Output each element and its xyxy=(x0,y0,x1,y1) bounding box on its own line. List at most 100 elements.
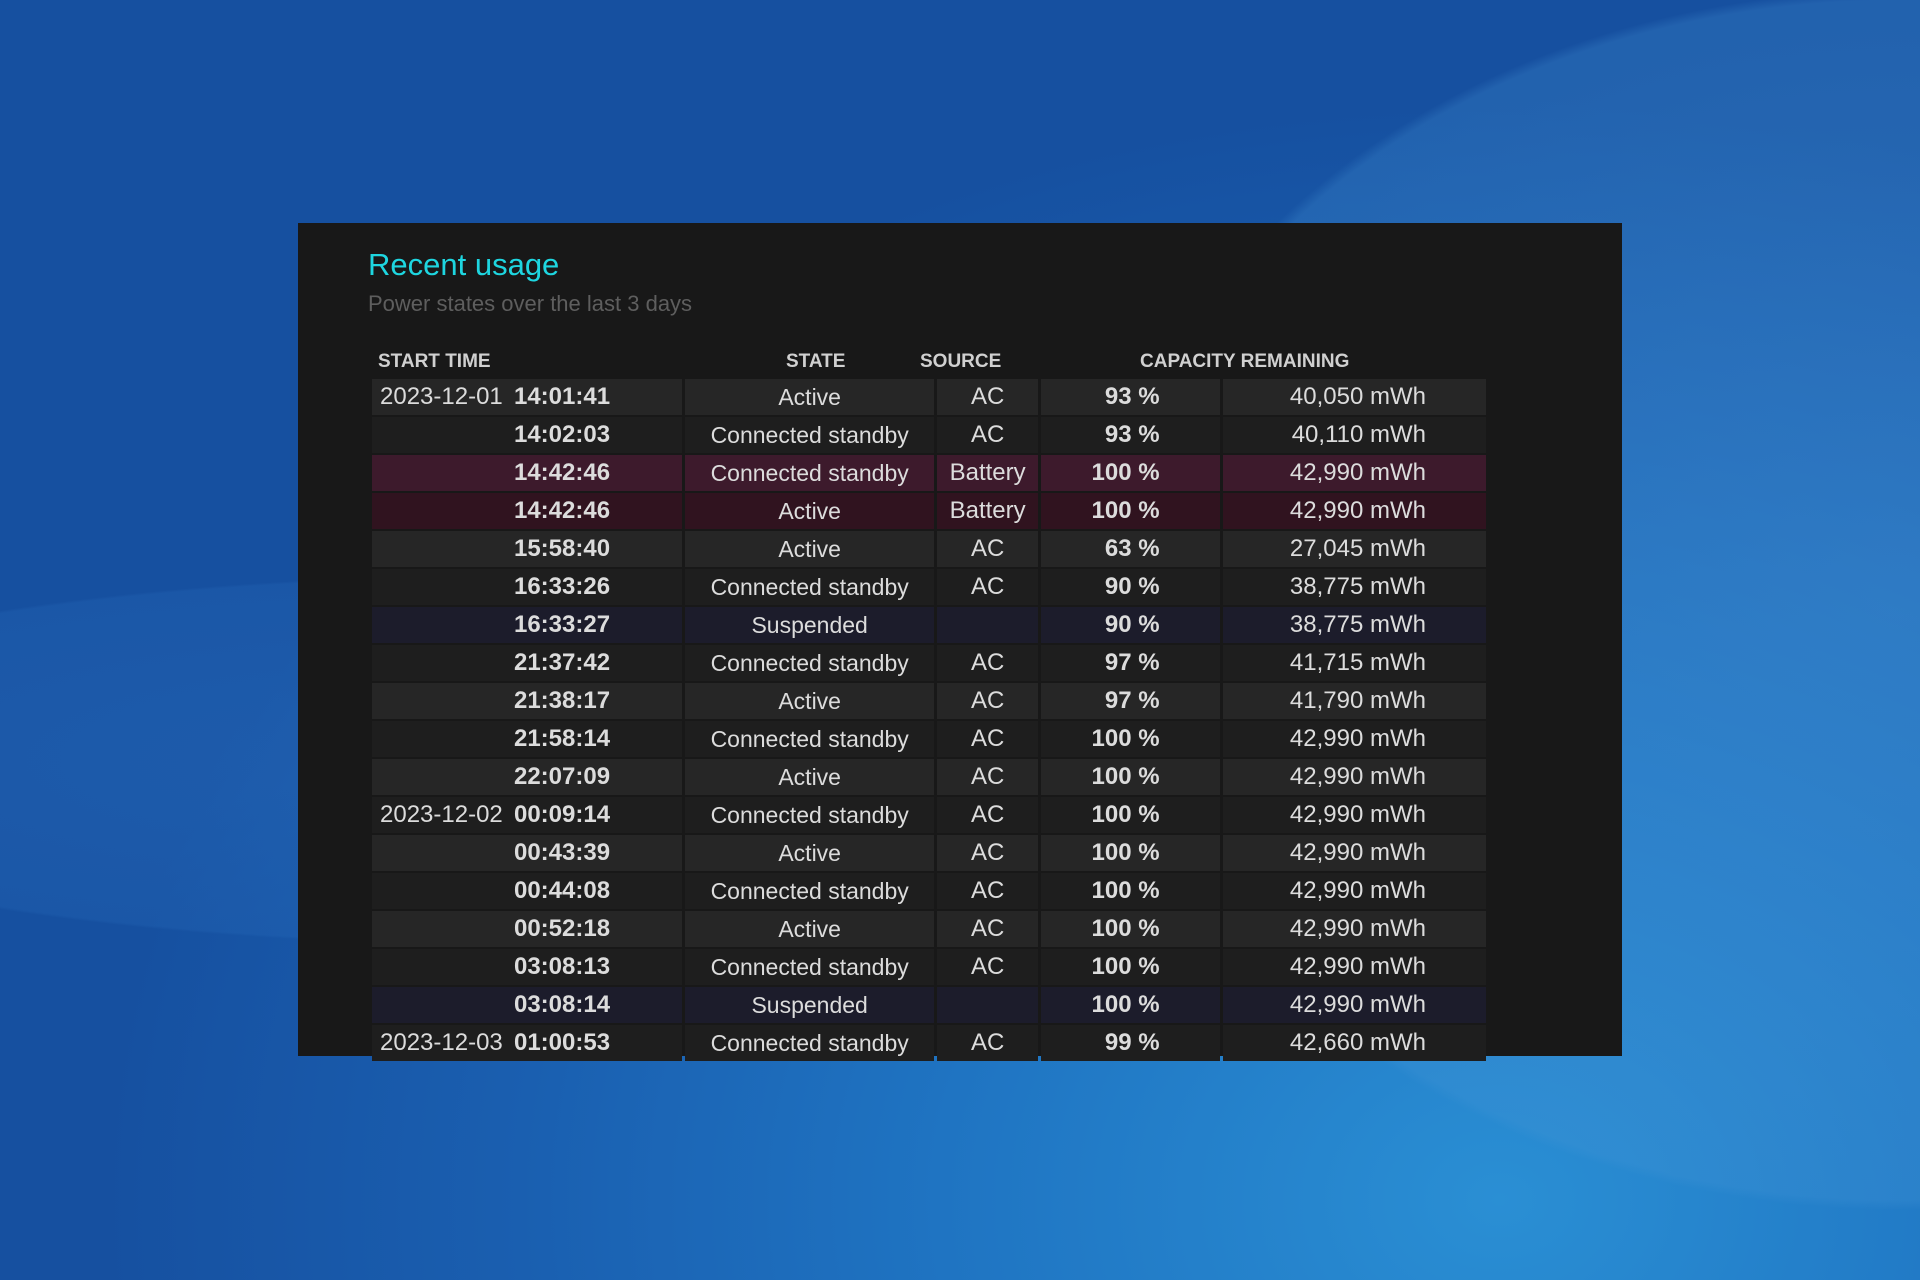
table-row: 00:43:39 Active AC 100 % 42,990 mWh xyxy=(372,835,1486,871)
source-cell xyxy=(937,987,1038,1023)
capacity-cell: 40,110 mWh xyxy=(1222,417,1486,453)
time: 21:38:17 xyxy=(513,687,611,714)
date: 2023-12-01 xyxy=(380,383,503,410)
capacity-cell: 42,990 mWh xyxy=(1222,797,1486,833)
table-row: 2023-12-01 14:01:41 Active AC 93 % 40,050 mWh xyxy=(372,379,1486,415)
time: 16:33:27 xyxy=(513,611,611,638)
table-row: 21:38:17 Active AC 97 % 41,790 mWh xyxy=(372,683,1486,719)
state-cell: Active xyxy=(685,531,935,567)
time: 00:52:18 xyxy=(513,915,611,942)
source-cell: AC xyxy=(937,645,1038,681)
state-cell: Connected standby xyxy=(685,949,935,985)
percent-cell: 100 % xyxy=(1040,949,1220,985)
time: 01:00:53 xyxy=(513,1029,611,1056)
capacity-cell: 42,990 mWh xyxy=(1222,949,1486,985)
table-row: 2023-12-03 01:00:53 Connected standby AC 99 … xyxy=(372,1025,1486,1061)
capacity-cell: 40,050 mWh xyxy=(1222,379,1486,415)
start-time-cell: 00:43:39 xyxy=(372,835,683,871)
section-subtitle: Power states over the last 3 days xyxy=(368,291,693,316)
source-cell: AC xyxy=(937,531,1038,567)
source-cell: Battery xyxy=(937,493,1038,529)
percent-cell: 100 % xyxy=(1040,455,1220,491)
capacity-cell: 38,775 mWh xyxy=(1222,569,1486,605)
table-row: 00:44:08 Connected standby AC 100 % 42,990 m… xyxy=(372,873,1486,909)
source-cell: AC xyxy=(937,949,1038,985)
start-time-cell: 2023-12-01 14:01:41 xyxy=(372,379,683,415)
percent-cell: 100 % xyxy=(1040,873,1220,909)
usage-table: 2023-12-01 14:01:41 Active AC 93 % 40,050 mWh… xyxy=(372,379,1486,1063)
percent-cell: 99 % xyxy=(1040,1025,1220,1061)
capacity-cell: 41,715 mWh xyxy=(1222,645,1486,681)
capacity-cell: 42,990 mWh xyxy=(1222,911,1486,947)
start-time-cell: 16:33:26 xyxy=(372,569,683,605)
state-cell: Suspended xyxy=(685,607,935,643)
source-cell: AC xyxy=(937,759,1038,795)
table-row: 22:07:09 Active AC 100 % 42,990 mWh xyxy=(372,759,1486,795)
start-time-cell: 14:02:03 xyxy=(372,417,683,453)
time: 21:58:14 xyxy=(513,725,611,752)
percent-cell: 100 % xyxy=(1040,759,1220,795)
source-cell xyxy=(937,607,1038,643)
start-time-cell: 14:42:46 xyxy=(372,493,683,529)
capacity-cell: 27,045 mWh xyxy=(1222,531,1486,567)
table-row: 14:02:03 Connected standby AC 93 % 40,110 mW… xyxy=(372,417,1486,453)
start-time-cell: 00:44:08 xyxy=(372,873,683,909)
state-cell: Connected standby xyxy=(685,455,935,491)
time: 22:07:09 xyxy=(513,763,611,790)
table-row: 21:58:14 Connected standby AC 100 % 42,990 m… xyxy=(372,721,1486,757)
source-cell: AC xyxy=(937,1025,1038,1061)
percent-cell: 90 % xyxy=(1040,569,1220,605)
date: 2023-12-02 xyxy=(380,801,503,828)
recent-usage-panel: Recent usage Power states over the last … xyxy=(298,223,1622,1061)
source-cell: AC xyxy=(937,379,1038,415)
table-header: START TIME STATE SOURCE CAPACITY REMAINI… xyxy=(372,351,1486,381)
state-cell: Connected standby xyxy=(685,721,935,757)
table-row: 03:08:13 Connected standby AC 100 % 42,990 m… xyxy=(372,949,1486,985)
source-cell: AC xyxy=(937,417,1038,453)
time: 16:33:26 xyxy=(513,573,611,600)
state-cell: Active xyxy=(685,683,935,719)
source-cell: Battery xyxy=(937,455,1038,491)
source-cell: AC xyxy=(937,569,1038,605)
state-cell: Connected standby xyxy=(685,873,935,909)
state-cell: Active xyxy=(685,379,935,415)
capacity-cell: 42,990 mWh xyxy=(1222,721,1486,757)
table-row: 16:33:27 Suspended 90 % 38,775 mWh xyxy=(372,607,1486,643)
start-time-cell: 21:58:14 xyxy=(372,721,683,757)
state-cell: Active xyxy=(685,835,935,871)
time: 14:02:03 xyxy=(513,421,611,448)
start-time-cell: 15:58:40 xyxy=(372,531,683,567)
capacity-cell: 42,990 mWh xyxy=(1222,759,1486,795)
capacity-cell: 38,775 mWh xyxy=(1222,607,1486,643)
state-cell: Active xyxy=(685,911,935,947)
start-time-cell: 14:42:46 xyxy=(372,455,683,491)
capacity-cell: 42,990 mWh xyxy=(1222,835,1486,871)
table-row: 16:33:26 Connected standby AC 90 % 38,775 mW… xyxy=(372,569,1486,605)
source-cell: AC xyxy=(937,835,1038,871)
start-time-cell: 03:08:14 xyxy=(372,987,683,1023)
time: 00:43:39 xyxy=(513,839,611,866)
time: 15:58:40 xyxy=(513,535,611,562)
time: 21:37:42 xyxy=(513,649,611,676)
header-state: STATE xyxy=(786,351,846,372)
percent-cell: 100 % xyxy=(1040,835,1220,871)
date: 2023-12-03 xyxy=(380,1029,503,1056)
start-time-cell: 2023-12-02 00:09:14 xyxy=(372,797,683,833)
percent-cell: 100 % xyxy=(1040,493,1220,529)
capacity-cell: 42,990 mWh xyxy=(1222,455,1486,491)
source-cell: AC xyxy=(937,683,1038,719)
state-cell: Connected standby xyxy=(685,645,935,681)
time: 14:42:46 xyxy=(513,459,611,486)
percent-cell: 93 % xyxy=(1040,379,1220,415)
time: 00:44:08 xyxy=(513,877,611,904)
state-cell: Connected standby xyxy=(685,1025,935,1061)
capacity-cell: 41,790 mWh xyxy=(1222,683,1486,719)
start-time-cell: 22:07:09 xyxy=(372,759,683,795)
header-capacity: CAPACITY REMAINING xyxy=(1140,351,1350,372)
table-row: 03:08:14 Suspended 100 % 42,990 mWh xyxy=(372,987,1486,1023)
capacity-cell: 42,990 mWh xyxy=(1222,873,1486,909)
percent-cell: 93 % xyxy=(1040,417,1220,453)
source-cell: AC xyxy=(937,873,1038,909)
percent-cell: 90 % xyxy=(1040,607,1220,643)
capacity-cell: 42,660 mWh xyxy=(1222,1025,1486,1061)
